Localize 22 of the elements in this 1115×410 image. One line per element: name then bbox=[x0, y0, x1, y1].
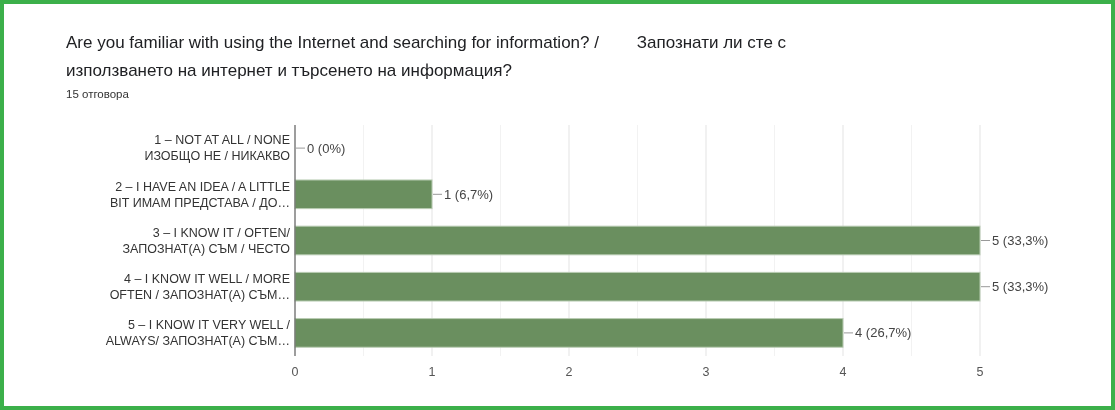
data-label: 4 (26,7%) bbox=[855, 325, 912, 341]
x-tick-label: 3 bbox=[702, 365, 710, 379]
data-label: 5 (33,3%) bbox=[992, 233, 1049, 249]
bar bbox=[294, 318, 844, 348]
data-label: 0 (0%) bbox=[307, 140, 346, 156]
data-label: 1 (6,7%) bbox=[444, 186, 494, 202]
x-tick-label: 1 bbox=[428, 365, 436, 379]
x-tick-label: 5 bbox=[976, 365, 984, 379]
bar bbox=[294, 271, 981, 302]
x-tick-label: 4 bbox=[839, 365, 847, 379]
chart-title: Are you familiar with using the Internet and searching for information? / Запознати ли сте с използването на интернет и търсенето на информация? bbox=[66, 33, 787, 80]
data-label: 5 (33,3%) bbox=[992, 279, 1049, 295]
y-tick-label: 1 – NOT AT ALL / NONE ИЗОБЩО НЕ / НИКАКВО bbox=[144, 133, 291, 164]
y-tick-label: 2 – I HAVE AN IDEA / A LITTLE BIT ИМАМ ПРЕДСТАВА / ДО… bbox=[110, 179, 290, 210]
y-tick-label: 3 – I KNOW IT / OFTEN/ ЗАПОЗНАТ(А) СЪМ / ЧЕСТО bbox=[122, 225, 291, 256]
y-tick-label: 5 – I KNOW IT VERY WELL / ALWAYS/ ЗАПОЗНАТ(А) СЪМ… bbox=[105, 318, 291, 349]
bar bbox=[294, 225, 981, 256]
y-tick-label: 4 – I KNOW IT WELL / MORE OFTEN / ЗАПОЗНАТ(А) СЪМ… bbox=[109, 272, 290, 303]
x-tick-label: 2 bbox=[565, 365, 573, 379]
bar bbox=[294, 179, 433, 210]
text: 15 отговора bbox=[66, 88, 130, 100]
x-tick-label: 0 bbox=[291, 365, 299, 379]
